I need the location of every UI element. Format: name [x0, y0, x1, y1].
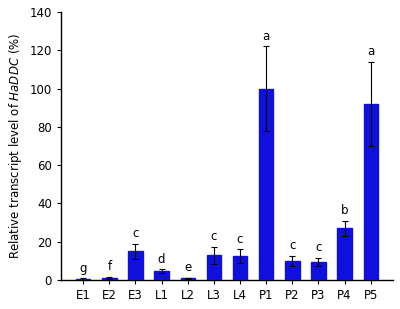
- Bar: [154, 271, 169, 280]
- Bar: [259, 89, 273, 280]
- Bar: [338, 228, 352, 280]
- Text: a: a: [367, 45, 374, 58]
- Text: c: c: [315, 241, 322, 254]
- Bar: [233, 256, 247, 280]
- Bar: [76, 279, 90, 280]
- Bar: [207, 255, 221, 280]
- Text: c: c: [132, 227, 139, 240]
- Text: d: d: [158, 253, 165, 266]
- Bar: [180, 278, 195, 280]
- Text: b: b: [341, 204, 348, 217]
- Bar: [311, 262, 326, 280]
- Text: g: g: [80, 262, 87, 275]
- Bar: [364, 104, 378, 280]
- Bar: [128, 251, 143, 280]
- Text: a: a: [262, 30, 270, 43]
- Text: c: c: [211, 230, 217, 243]
- Bar: [102, 278, 116, 280]
- Text: e: e: [184, 261, 191, 274]
- Bar: [285, 261, 300, 280]
- Y-axis label: Relative transcript level of $\mathit{HaDDC}$ (%): Relative transcript level of $\mathit{Ha…: [7, 33, 24, 259]
- Text: f: f: [107, 260, 111, 273]
- Text: c: c: [237, 233, 243, 246]
- Text: c: c: [289, 239, 296, 252]
